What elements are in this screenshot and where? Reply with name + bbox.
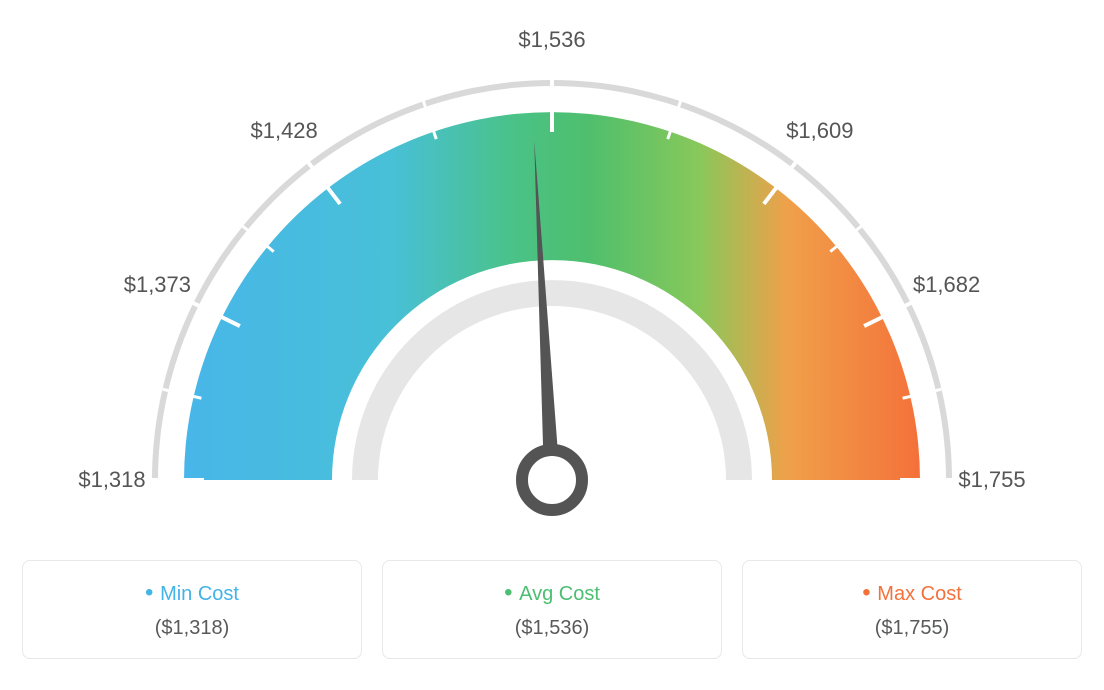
gauge-tick-label: $1,373 <box>124 272 191 298</box>
gauge-tick-label: $1,609 <box>786 118 853 144</box>
legend-avg-value: ($1,536) <box>411 617 693 640</box>
gauge-tick-label: $1,428 <box>250 118 317 144</box>
legend-max-value: ($1,755) <box>771 617 1053 640</box>
legend-min-value: ($1,318) <box>51 617 333 640</box>
gauge-tick-label: $1,536 <box>518 27 585 53</box>
legend-row: Min Cost ($1,318) Avg Cost ($1,536) Max … <box>0 560 1104 659</box>
gauge-tick-label: $1,755 <box>958 467 1025 493</box>
gauge-tick-label: $1,318 <box>78 467 145 493</box>
gauge-svg <box>72 20 1032 540</box>
legend-max-title: Max Cost <box>771 579 1053 607</box>
legend-min-title: Min Cost <box>51 579 333 607</box>
legend-avg-box: Avg Cost ($1,536) <box>382 560 722 659</box>
legend-min-box: Min Cost ($1,318) <box>22 560 362 659</box>
legend-avg-title: Avg Cost <box>411 579 693 607</box>
legend-max-box: Max Cost ($1,755) <box>742 560 1082 659</box>
gauge-container: $1,318 $1,373 $1,428 $1,536 $1,609 $1,682 $1,7… <box>0 0 1104 560</box>
gauge-tick-label: $1,682 <box>913 272 980 298</box>
